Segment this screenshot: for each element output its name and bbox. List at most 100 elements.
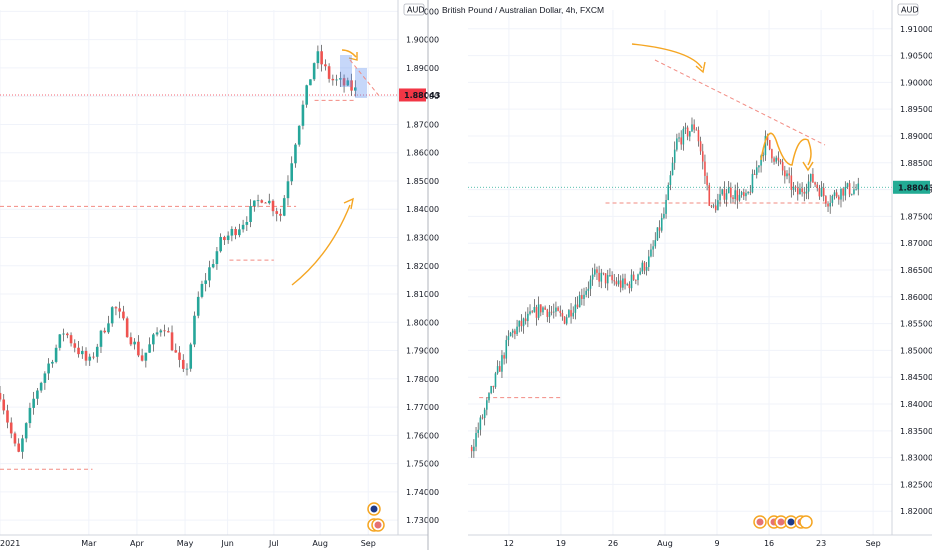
y-tick-label: 1.86500 (900, 266, 932, 275)
candle-body (6, 410, 9, 423)
candle-body (743, 192, 745, 197)
candle-body (535, 307, 538, 318)
y-tick-label: 1.76000 (406, 431, 439, 440)
candle-body (583, 294, 585, 299)
right-chart-title: British Pound / Australian Dollar, 4h, F… (442, 5, 604, 15)
right-arc-arrow (631, 43, 703, 69)
candle-body (708, 185, 711, 206)
candle-body (771, 149, 773, 159)
candle-body (799, 188, 801, 195)
candle-body (118, 308, 121, 312)
candle-body (54, 347, 58, 362)
candle-body (848, 183, 851, 195)
candle-body (814, 182, 816, 185)
left-event-flags[interactable] (367, 502, 385, 532)
candle-body (339, 78, 342, 80)
y-tick-label: 1.77000 (406, 403, 439, 412)
candle-body (350, 80, 353, 91)
y-tick-label: 1.79000 (406, 347, 439, 356)
candle-body (745, 193, 747, 197)
candle-body (226, 235, 230, 241)
candle-body (520, 320, 523, 327)
candle-body (717, 200, 719, 211)
candle-body (857, 183, 860, 190)
candle-body (208, 267, 211, 281)
candle-body (730, 187, 732, 198)
x-tick-label: Jun (220, 539, 234, 548)
candle-body (760, 155, 762, 166)
currency-badge (403, 3, 425, 16)
candle-body (537, 304, 540, 318)
candle-body (676, 138, 678, 150)
y-tick-label: 1.84000 (900, 400, 932, 409)
candle-body (749, 191, 752, 193)
candle-body (727, 187, 730, 194)
candle-body (835, 192, 838, 197)
candle-body (540, 304, 542, 313)
y-tick-label: 1.91000 (900, 25, 932, 34)
candle-body (353, 87, 357, 91)
right-chart-panel[interactable]: British Pound / Australian Dollar, 4h, F… (442, 0, 932, 548)
candle-body (159, 330, 163, 333)
candle-body (483, 409, 486, 418)
y-tick-label: 1.74000 (406, 488, 439, 497)
candle-body (630, 274, 633, 289)
right-price-axis[interactable]: 1.91000 1.90500 1.90000 1.89500 1.89000 1.885… (891, 0, 932, 535)
candle-body (658, 227, 661, 231)
candle-body (170, 332, 174, 351)
left-time-axis[interactable]: 2021 Mar Apr May Jun Jul Aug Sep (0, 534, 428, 548)
candle-body (773, 158, 775, 162)
candle-body (488, 393, 490, 401)
candle-body (563, 316, 566, 324)
candle-body (256, 200, 260, 202)
candle-body (509, 332, 512, 337)
candle-body (241, 224, 245, 230)
candle-body (470, 446, 473, 452)
candle-body (219, 236, 222, 252)
x-tick-label: Jul (268, 539, 279, 548)
candle-body (260, 200, 264, 203)
candle-body (264, 202, 267, 204)
candle-body (568, 310, 570, 318)
right-event-flags[interactable] (753, 515, 813, 529)
last-price-badge (893, 180, 930, 194)
candle-body (275, 211, 279, 214)
candle-body (606, 275, 609, 284)
candle-body (174, 350, 178, 353)
candle-body (107, 323, 110, 333)
candle-body (578, 295, 581, 308)
candle-body (581, 295, 583, 299)
candle-body (320, 51, 323, 65)
candle-body (39, 382, 43, 391)
right-time-axis[interactable]: 12 19 26 Aug 9 16 23 Sep (468, 534, 932, 548)
candle-body (682, 128, 685, 145)
candle-body (699, 141, 702, 152)
candle-body (561, 312, 564, 317)
candle-body (507, 336, 510, 341)
candle-body (294, 144, 297, 164)
candle-body (846, 183, 849, 187)
candle-body (667, 184, 670, 201)
candle-body (238, 229, 241, 236)
candle-body (531, 311, 533, 313)
y-tick-label: 1.85000 (900, 346, 932, 355)
candle-body (719, 194, 721, 201)
left-price-axis[interactable]: 1.910001.900001.890001.880001.870001.860… (397, 0, 440, 535)
candle-body (297, 125, 301, 145)
candle-body (784, 170, 786, 177)
candle-body (155, 332, 159, 335)
right-level-lines (468, 186, 892, 399)
candle-body (751, 173, 754, 193)
candle-body (615, 281, 618, 285)
candle-body (529, 311, 531, 314)
left-chart-panel[interactable]: 1.910001.900001.890001.880001.870001.860… (0, 0, 440, 548)
candle-body (602, 272, 605, 274)
candle-body (542, 307, 544, 313)
candle-body (494, 373, 497, 388)
right-projection-arrow-head (802, 161, 814, 172)
candle-body (555, 307, 557, 312)
candle-body (84, 350, 88, 361)
candle-body (331, 78, 335, 81)
candle-body (622, 278, 624, 288)
